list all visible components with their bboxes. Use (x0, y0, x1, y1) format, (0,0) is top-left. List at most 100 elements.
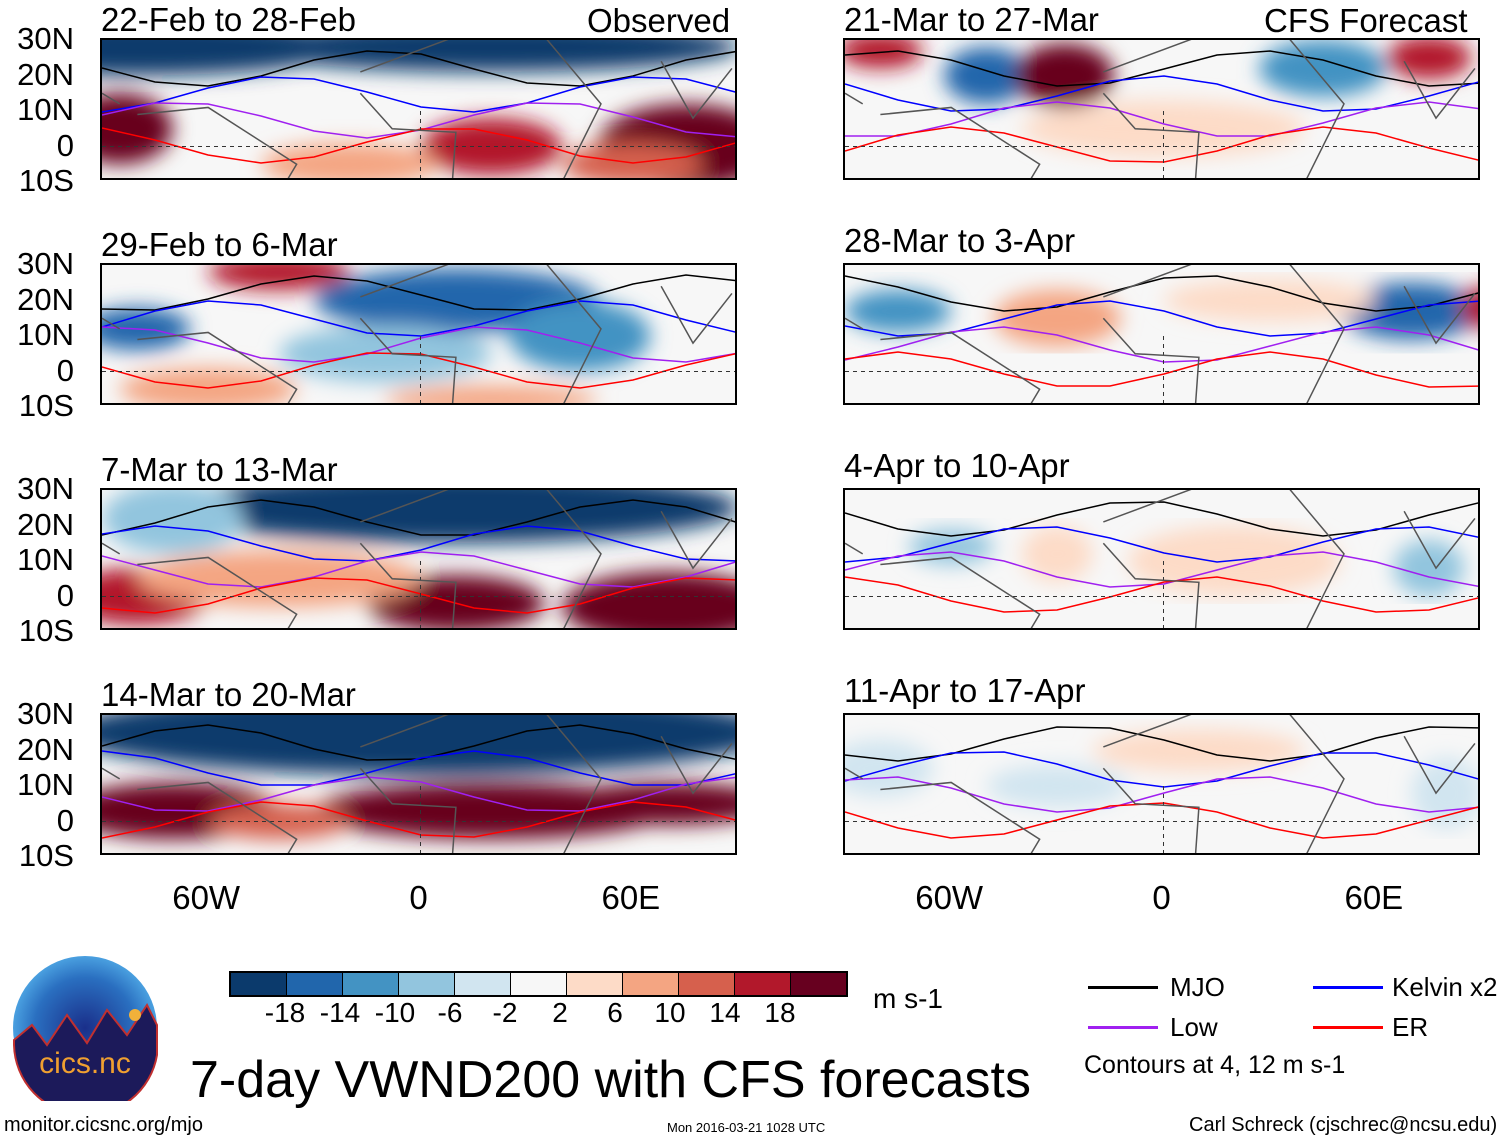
footer-url[interactable]: monitor.cicsnc.org/mjo (4, 1114, 203, 1136)
contour-line (845, 275, 1478, 312)
contour-line (102, 724, 735, 761)
contour-line (845, 526, 1478, 563)
contour-line (102, 750, 735, 786)
wind-anomaly-region (385, 385, 598, 403)
wind-anomaly-region (1259, 40, 1387, 97)
panel-title: 28-Mar to 3-Apr (844, 222, 1076, 259)
lon-label: 60W (915, 879, 984, 916)
lat-label: 10S (18, 613, 74, 648)
lon-label: 60W (172, 879, 241, 916)
panel-title: 11-Apr to 17-Apr (844, 672, 1086, 709)
panel-title: 22-Feb to 28-Feb (101, 1, 356, 38)
colorbar-swatch (511, 973, 567, 995)
wind-anomaly-region (944, 47, 1030, 104)
colorbar-label: 6 (607, 997, 623, 1028)
colorbar-swatch (231, 973, 287, 995)
contour-line (102, 50, 735, 87)
colorbar-label: -10 (374, 997, 416, 1028)
contour-line (102, 499, 735, 536)
contour-line (845, 726, 1478, 762)
contour-line (102, 776, 735, 812)
colorbar-label: -18 (264, 997, 306, 1028)
figure-title: 7-day VWND200 with CFS forecasts (190, 1051, 1031, 1109)
wind-anomaly-region (845, 40, 923, 69)
lat-label: 20N (17, 56, 74, 92)
lat-label: 10S (18, 388, 74, 423)
wind-anomaly-region (137, 550, 421, 608)
colorbar-swatch (399, 973, 455, 995)
lat-label: 10N (17, 542, 74, 577)
colorbar-swatch (287, 973, 343, 995)
colorbar-label: -14 (319, 997, 361, 1028)
lat-label: 30N (17, 246, 74, 281)
wind-anomaly-region (508, 300, 651, 372)
map-panel (100, 263, 737, 405)
wind-anomaly-region (1021, 525, 1093, 583)
wind-anomaly-region (172, 490, 735, 544)
wind-anomaly-region (993, 289, 1122, 347)
lat-label: 20N (17, 506, 74, 542)
wind-anomaly-region (562, 142, 704, 178)
map-panel (843, 488, 1480, 630)
map-panel (843, 38, 1480, 180)
map-panel (100, 713, 737, 855)
legend-mjo-line (1088, 986, 1158, 989)
colorbar-swatch (343, 973, 399, 995)
colorbar-label: 14 (709, 997, 741, 1028)
contour-note: Contours at 4, 12 m s-1 (1084, 1051, 1346, 1079)
wind-anomaly-region (102, 715, 735, 776)
footer-timestamp: Mon 2016-03-21 1028 UTC (667, 1120, 826, 1135)
colorbar-label: -2 (492, 997, 518, 1028)
contour-line (102, 551, 735, 588)
wind-anomaly-region (1340, 282, 1478, 340)
colorbar-swatch (623, 973, 679, 995)
colorbar-label: -6 (437, 997, 463, 1028)
lat-label: 0 (56, 352, 74, 388)
lat-label: 0 (56, 802, 74, 838)
map-panel (843, 263, 1480, 405)
colorbar-units: m s-1 (873, 983, 943, 1014)
contour-line (845, 576, 1478, 613)
contour-line (845, 75, 1478, 112)
contour-line (102, 525, 735, 562)
lat-label: 30N (17, 471, 74, 506)
wind-anomaly-region (208, 265, 350, 290)
colorbar-swatch (567, 973, 623, 995)
contour-line (102, 274, 735, 311)
panel-title: 4-Apr to 10-Apr (844, 447, 1070, 484)
wind-anomaly-region (119, 367, 297, 403)
contour-line (845, 50, 1478, 87)
wind-anomaly-region (1014, 43, 1114, 108)
lat-label: 0 (56, 127, 74, 163)
cics-logo: cics.nc (13, 956, 158, 1101)
colorbar-swatch (679, 973, 735, 995)
colorbar-label: 18 (764, 997, 796, 1028)
contour-line (845, 101, 1478, 137)
legend-mjo: MJO (1170, 972, 1225, 1002)
wind-anomaly-region (261, 142, 439, 178)
colorbar-label: 10 (654, 997, 686, 1028)
legend-low: Low (1170, 1012, 1218, 1042)
lat-label: 10N (17, 92, 74, 127)
contour-line (102, 76, 735, 113)
wind-anomaly-region (845, 289, 952, 333)
logo-text: cics.nc (39, 1047, 131, 1080)
lon-label: 0 (1152, 879, 1171, 916)
cfs-forecast-header: CFS Forecast (1264, 2, 1468, 39)
lat-label: 10N (17, 317, 74, 352)
panel-title: 21-Mar to 27-Mar (844, 1, 1099, 38)
footer-author: Carl Schreck (cjschrec@ncsu.edu) (1189, 1114, 1498, 1136)
legend-kelvin-line (1313, 986, 1383, 989)
map-panel (100, 488, 737, 630)
colorbar (229, 971, 848, 997)
wind-anomaly-region (1163, 279, 1376, 322)
contour-line (845, 551, 1478, 588)
map-panel (843, 713, 1480, 855)
lat-label: 0 (56, 577, 74, 613)
colorbar-label: 2 (552, 997, 568, 1028)
map-panel (100, 38, 737, 180)
wind-anomaly-region (1393, 539, 1465, 597)
wind-anomaly-region (243, 40, 735, 72)
legend-er-line (1313, 1026, 1383, 1029)
legend-low-line (1088, 1026, 1158, 1029)
